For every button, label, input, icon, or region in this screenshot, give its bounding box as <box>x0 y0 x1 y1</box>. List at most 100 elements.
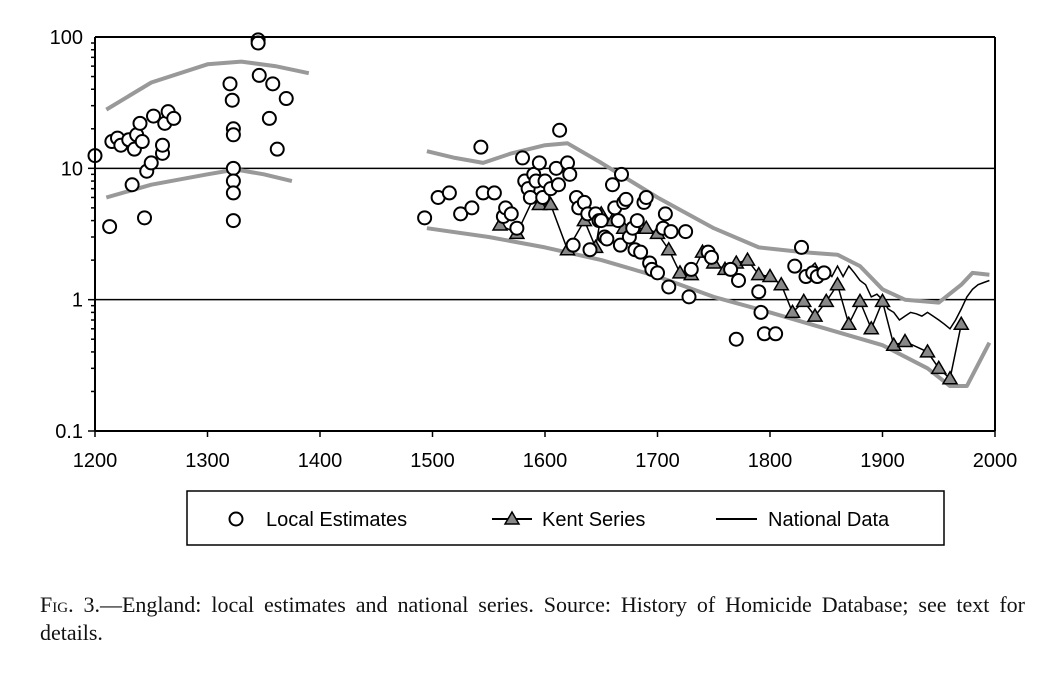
x-tick-label: 2000 <box>973 450 1018 472</box>
local-estimate-point <box>612 237 628 253</box>
local-estimate-point <box>657 206 673 222</box>
national-data-line <box>807 261 990 330</box>
local-estimate-point <box>417 210 433 226</box>
local-estimate-point <box>132 115 148 131</box>
legend: Local Estimates Kent Series National Dat… <box>186 490 945 546</box>
kent-series-marker <box>772 276 790 291</box>
local-estimate-point <box>453 206 469 222</box>
local-estimate-point <box>515 150 530 166</box>
kent-series-marker <box>761 268 779 283</box>
local-estimate-point <box>638 189 654 205</box>
local-estimate-point <box>486 185 502 201</box>
local-estimate-point <box>225 127 241 143</box>
x-tick-label: 1400 <box>298 450 343 472</box>
local-estimate-point <box>599 231 615 247</box>
local-estimate-point <box>464 200 480 216</box>
caption-text: —England: local estimates and national s… <box>40 592 1025 645</box>
figure-caption: Fig. 3.—England: local estimates and nat… <box>40 591 1025 647</box>
local-estimate-point <box>633 244 649 260</box>
local-estimate-point <box>614 166 629 182</box>
x-tick-label: 1200 <box>73 450 118 472</box>
local-estimate-point <box>582 242 598 258</box>
kent-series-marker <box>671 264 689 279</box>
x-tick-label: 1500 <box>410 450 455 472</box>
local-estimate-point <box>137 210 152 226</box>
kent-series-marker <box>491 216 509 231</box>
kent-series-marker <box>851 292 869 308</box>
legend-box <box>186 490 945 546</box>
local-estimate-point <box>531 155 547 171</box>
x-tick-label: 1600 <box>523 450 568 472</box>
homicide-chart: 100 10 1 0.1 1200 1300 1400 1500 1600 1700 1800 190… <box>50 27 1018 546</box>
local-estimate-point <box>753 304 769 320</box>
local-estimate-point <box>155 137 170 153</box>
local-estimate-point <box>222 76 238 92</box>
legend-triangle-marker <box>503 510 521 525</box>
local-estimate-point <box>225 213 241 229</box>
x-tick-label: 1700 <box>635 450 680 472</box>
local-estimate-point <box>509 220 525 236</box>
local-estimate-point <box>731 272 746 288</box>
local-estimate-point <box>610 213 626 229</box>
y-tick-label: 100 <box>50 27 83 49</box>
local-estimate-point <box>562 166 578 182</box>
local-estimate-point <box>593 213 609 229</box>
y-tick-label: 0.1 <box>55 421 83 443</box>
local-estimate-point <box>816 265 832 281</box>
legend-national-data: National Data <box>768 509 890 531</box>
kent-series-marker <box>806 307 824 322</box>
local-estimate-point <box>552 122 568 138</box>
local-estimate-point <box>794 239 809 255</box>
kent-series-marker <box>784 303 801 319</box>
x-tick-label: 1300 <box>185 450 230 472</box>
local-estimate-point <box>723 261 739 277</box>
kent-series-marker <box>919 343 936 358</box>
kent-series-marker <box>896 333 914 348</box>
local-estimate-point <box>225 185 241 201</box>
local-estimate-point <box>124 177 140 193</box>
y-tick-label: 1 <box>72 290 83 312</box>
local-estimate-point <box>102 219 118 235</box>
local-estimate-point <box>503 206 519 222</box>
kent-series-marker <box>941 370 959 385</box>
local-estimate-point <box>728 331 744 347</box>
local-estimate-point <box>565 237 581 253</box>
local-estimate-point <box>441 185 457 201</box>
local-estimate-point <box>225 160 241 176</box>
local-estimate-point <box>473 139 489 155</box>
x-tick-label: 1900 <box>860 450 905 472</box>
legend-local-estimates: Local Estimates <box>266 509 407 531</box>
local-estimate-point <box>768 326 784 342</box>
kent-series-marker <box>874 292 891 308</box>
local-estimate-point <box>618 191 634 207</box>
local-estimate-point <box>143 155 159 171</box>
local-estimate-point <box>663 224 679 240</box>
x-tick-label: 1800 <box>748 450 793 472</box>
local-estimate-point <box>134 134 150 150</box>
figure-label: Fig. 3. <box>40 592 100 617</box>
kent-series-marker <box>952 315 970 330</box>
kent-series-marker <box>840 315 858 330</box>
lower-bound-medieval <box>105 167 293 200</box>
local-estimate-point <box>166 110 182 126</box>
kent-series-marker <box>817 292 835 308</box>
local-estimate-point <box>265 76 281 92</box>
y-tick-label: 10 <box>61 158 83 180</box>
kent-series-marker <box>750 266 768 281</box>
local-estimate-point <box>681 289 697 305</box>
kent-series-marker <box>829 276 846 291</box>
kent-series-marker <box>660 241 678 256</box>
local-estimate-point <box>522 189 538 205</box>
upper-bound-modern <box>426 141 990 305</box>
upper-bound-medieval <box>105 59 310 112</box>
local-estimate-point <box>629 213 645 229</box>
local-estimate-point <box>661 279 677 295</box>
local-estimate-point <box>683 261 699 277</box>
legend-kent-series: Kent Series <box>542 509 645 531</box>
local-estimate-point <box>551 177 566 193</box>
kent-series-marker <box>637 219 655 234</box>
local-estimate-point <box>251 67 267 83</box>
local-estimate-point <box>787 258 803 274</box>
local-estimate-point <box>678 224 694 240</box>
local-estimate-point <box>650 265 665 281</box>
